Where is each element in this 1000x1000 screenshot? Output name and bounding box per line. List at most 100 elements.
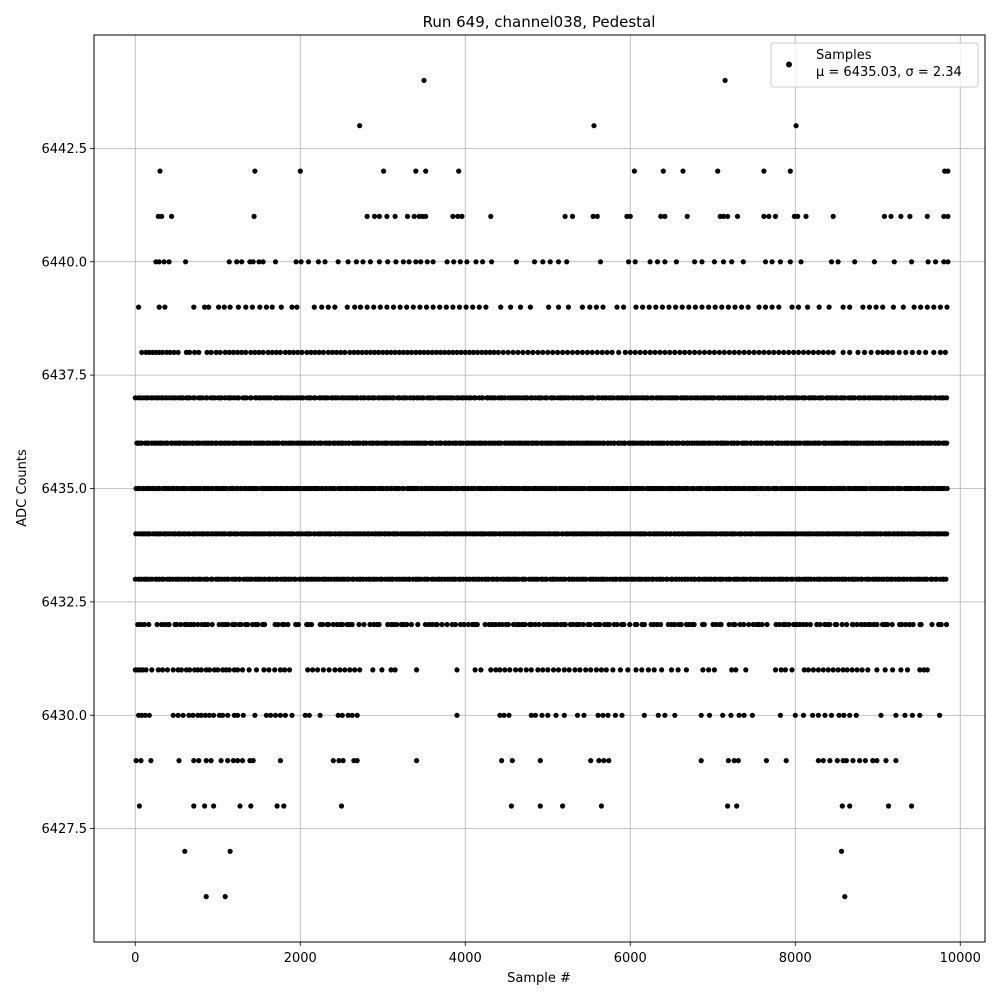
data-point (604, 349, 610, 355)
data-point (830, 213, 836, 219)
data-point (466, 349, 472, 355)
data-point (561, 667, 567, 673)
data-point (291, 349, 297, 355)
data-point (802, 395, 808, 401)
data-point (384, 213, 390, 219)
data-point (716, 349, 723, 355)
data-point (325, 395, 331, 401)
data-point (588, 758, 594, 764)
data-point (209, 576, 215, 582)
data-point (692, 304, 699, 310)
data-point (252, 168, 258, 174)
data-point (351, 349, 357, 355)
data-point (192, 395, 198, 401)
data-point (530, 349, 536, 355)
legend-label-stats: μ = 6435.03, σ = 2.34 (816, 65, 962, 80)
data-point (450, 349, 456, 355)
data-point (191, 621, 197, 628)
data-point (773, 395, 779, 401)
data-point (234, 259, 240, 265)
data-point (342, 667, 348, 673)
data-point (896, 349, 902, 355)
data-point (550, 667, 557, 673)
data-point (276, 440, 282, 446)
data-point (768, 395, 774, 401)
data-point (771, 349, 777, 355)
data-point (192, 349, 198, 355)
data-point (298, 259, 304, 265)
data-point (924, 304, 930, 310)
data-point (660, 168, 666, 174)
data-point (281, 803, 287, 809)
data-point (805, 667, 812, 673)
data-point (925, 259, 931, 265)
data-point (726, 621, 732, 628)
data-point (139, 349, 145, 355)
data-point (659, 304, 666, 310)
data-point (598, 803, 605, 809)
data-point (320, 621, 326, 628)
data-point (882, 667, 888, 673)
data-point (243, 349, 249, 355)
data-point (522, 576, 529, 582)
data-point (275, 621, 281, 628)
data-point (945, 168, 951, 174)
data-point (393, 259, 399, 265)
data-point (795, 304, 802, 310)
data-point (437, 304, 443, 310)
data-point (588, 667, 594, 673)
data-point (904, 667, 911, 673)
data-point (225, 621, 231, 628)
data-point (651, 667, 657, 673)
data-point (480, 259, 486, 265)
data-point (547, 621, 553, 628)
data-point (815, 712, 822, 718)
data-point (430, 304, 436, 310)
data-point (606, 758, 612, 764)
data-point (751, 349, 757, 355)
data-point (345, 259, 351, 265)
data-point (865, 667, 871, 673)
data-point (299, 349, 305, 355)
data-point (626, 259, 632, 265)
data-point (225, 576, 231, 582)
data-point (531, 259, 538, 265)
data-point (826, 304, 832, 310)
data-point (641, 621, 648, 628)
data-point (475, 349, 481, 355)
data-point (221, 304, 227, 310)
data-point (944, 485, 950, 492)
data-point (261, 667, 267, 673)
data-point (202, 304, 208, 310)
data-point (315, 667, 321, 673)
data-point (352, 304, 358, 310)
data-point (749, 712, 756, 718)
data-point (662, 259, 668, 265)
data-point (943, 621, 950, 628)
data-point (828, 712, 835, 718)
data-point (662, 213, 668, 219)
data-point (854, 667, 860, 673)
data-point (893, 758, 899, 764)
data-point (898, 667, 904, 673)
data-point (277, 712, 283, 718)
data-point (800, 349, 807, 355)
data-point (732, 621, 738, 628)
data-point (450, 213, 456, 219)
data-point (227, 304, 233, 310)
data-point (195, 621, 201, 628)
data-point (711, 667, 718, 673)
data-point (840, 304, 846, 310)
data-point (672, 712, 678, 718)
data-point (859, 576, 865, 582)
data-point (246, 667, 252, 673)
data-point (655, 712, 661, 718)
data-point (850, 621, 856, 628)
data-point (593, 667, 600, 673)
data-point (668, 667, 675, 673)
data-point (555, 349, 561, 355)
data-point (769, 259, 775, 265)
data-point (868, 349, 874, 355)
data-point (257, 304, 263, 310)
data-point (243, 395, 249, 401)
